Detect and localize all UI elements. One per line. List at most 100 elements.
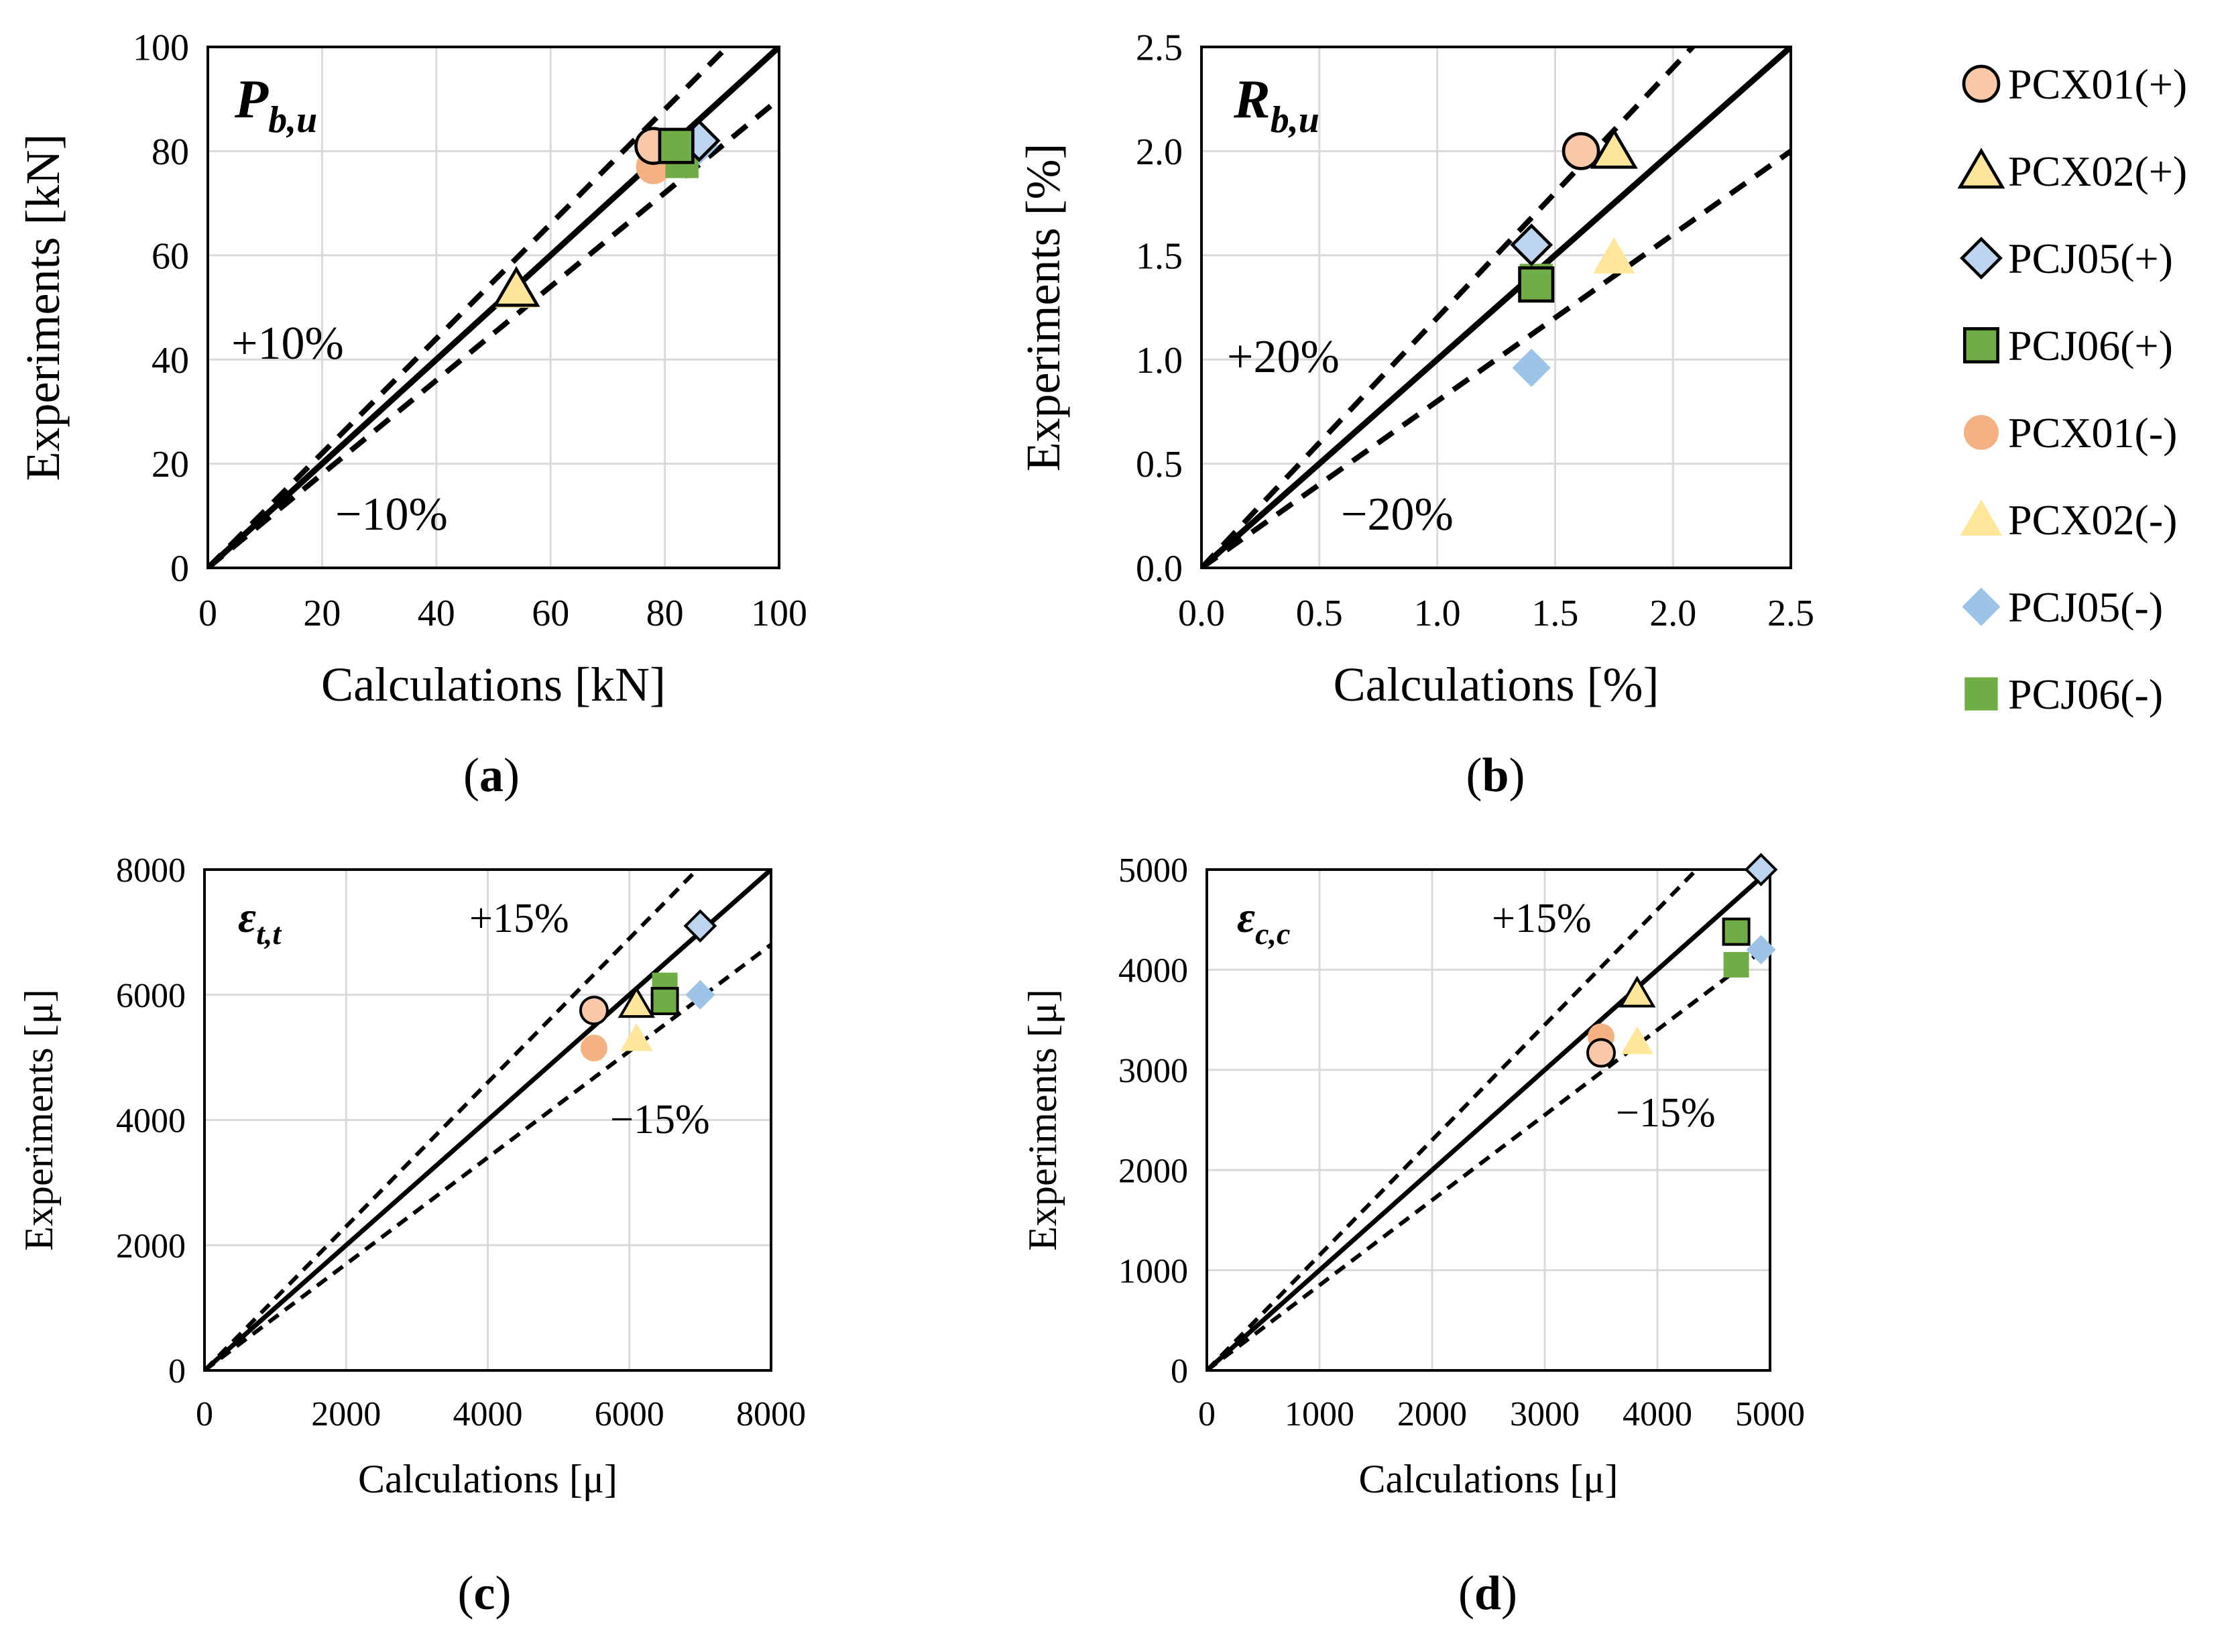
upper-band-label: +15% [469, 896, 569, 941]
upper-band-label: +15% [1492, 896, 1592, 941]
x-tick-label: 2000 [1397, 1395, 1467, 1433]
y-tick-label: 40 [152, 340, 189, 381]
x-tick-label: 6000 [595, 1395, 664, 1433]
y-tick-label: 4000 [1118, 952, 1188, 990]
y-tick-label: 4000 [116, 1102, 186, 1140]
legend-marker-5 [1964, 415, 1999, 450]
lower-band-label: −15% [1616, 1090, 1716, 1136]
y-axis-label: Experiments [kN] [16, 134, 70, 481]
legend-marker-2 [1957, 148, 2005, 189]
legend-marker-6 [1960, 499, 2003, 536]
panel-caption: (c) [458, 1566, 512, 1620]
data-point-pcj05neg [685, 980, 715, 1010]
reference-lines [1207, 870, 1770, 1370]
y-tick-label: 2.0 [1136, 131, 1183, 173]
line-one-to-one [1201, 47, 1791, 568]
upper-band-label: +10% [231, 318, 344, 369]
legend: PCX01(+) PCX02(+) PCJ05(+) PCJ06(+) PCX01(-)… [1957, 60, 2187, 718]
x-tick-label: 20 [303, 593, 341, 634]
lower-band-label: −10% [335, 489, 448, 540]
panel-title: Rb,u [1233, 68, 1319, 141]
x-tick-label: 0 [198, 593, 217, 634]
x-tick-label: 80 [646, 593, 684, 634]
y-tick-label: 80 [152, 131, 189, 173]
lower-band-label: −15% [610, 1097, 710, 1142]
x-tick-label: 1.0 [1414, 593, 1461, 634]
data-point-pcx02pos [1619, 976, 1656, 1008]
x-tick-label: 4000 [453, 1395, 523, 1433]
y-tick-label: 2000 [116, 1227, 186, 1265]
data-point-pcj05pos [1744, 853, 1778, 886]
x-tick-label: 2.0 [1649, 593, 1696, 634]
line-lower-bound [204, 943, 771, 1370]
y-axis-label: Experiments [μ] [17, 989, 61, 1250]
line-upper-bound [1201, 47, 1696, 568]
upper-band-label: +20% [1227, 331, 1340, 383]
data-point-pcx02neg [620, 1023, 653, 1051]
data-point-pcx01pos [579, 996, 609, 1026]
data-point-pcj05neg [1512, 349, 1551, 388]
reference-lines [208, 47, 779, 568]
panel-title: εc,c [1237, 893, 1290, 951]
x-axis-label: Calculations [μ] [358, 1457, 618, 1501]
panel-title: εt,t [238, 893, 282, 951]
data-point-pcj06neg [1723, 951, 1749, 978]
legend-label: PCJ06(+) [2008, 322, 2173, 369]
legend-marker-7 [1962, 587, 2001, 626]
y-tick-label: 1.0 [1136, 340, 1183, 381]
line-one-to-one [204, 870, 771, 1370]
y-tick-label: 100 [133, 27, 189, 69]
line-lower-bound [1207, 943, 1770, 1370]
y-tick-label: 0 [168, 1352, 186, 1391]
data-point-pcx02pos [492, 266, 540, 307]
y-tick-label: 0 [1171, 1352, 1188, 1391]
lower-band-label: −20% [1341, 489, 1454, 540]
legend-label: PCJ05(-) [2008, 583, 2163, 631]
reference-lines [204, 870, 771, 1370]
panel-title: Pb,u [234, 68, 317, 141]
data-point-pcx02neg [1621, 1026, 1653, 1055]
panel-c: 00 2000 2000 4000 4000 6000 6000 8000 8000 Calcul… [17, 851, 806, 1620]
x-tick-label: 0 [1198, 1395, 1216, 1433]
x-tick-label: 1.5 [1531, 593, 1578, 634]
y-tick-label: 3000 [1118, 1052, 1188, 1090]
y-tick-label: 8000 [116, 851, 186, 890]
line-upper-bound [1207, 870, 1700, 1370]
plot-frame [1206, 868, 1771, 1372]
panel-caption: (b) [1466, 748, 1525, 802]
data-point-pcx02pos [618, 986, 655, 1018]
legend-label: PCJ06(-) [2008, 670, 2163, 718]
panel-b: 0.00.0 0.5 0.5 1.0 1.0 1.5 1.5 2.0 2.0 2.5 2.5 Calc… [1016, 27, 1814, 802]
legend-label: PCX01(-) [2008, 409, 2177, 457]
panel-caption: (a) [463, 748, 520, 802]
data-point-pcj05neg [1746, 935, 1776, 965]
panel-a: 00 20 20 40 40 60 60 80 80 100 100 Calculations [kN… [16, 27, 807, 802]
y-tick-label: 5000 [1118, 851, 1188, 890]
x-tick-label: 4000 [1623, 1395, 1692, 1433]
x-tick-label: 40 [418, 593, 455, 634]
x-tick-label: 3000 [1510, 1395, 1580, 1433]
data-point-pcj06pos [1518, 266, 1555, 303]
panel-d: 00 1000 1000 2000 2000 3000 3000 4000 4000 5000 50… [1020, 851, 1805, 1620]
data-point-pcx01pos [1586, 1038, 1616, 1068]
legend-marker-8 [1964, 677, 1998, 711]
x-axis-label: Calculations [%] [1334, 658, 1659, 711]
data-point-pcx01pos [1562, 132, 1600, 170]
data-point-pcx02pos [1590, 127, 1638, 169]
y-tick-label: 20 [152, 444, 189, 485]
panel-caption: (d) [1458, 1566, 1517, 1620]
legend-label: PCJ05(+) [2008, 235, 2173, 282]
x-tick-label: 2000 [311, 1395, 381, 1433]
line-lower-bound [1201, 149, 1791, 568]
x-axis-label: Calculations [kN] [321, 658, 666, 711]
data-point-pcx01neg [580, 1035, 607, 1062]
legend-marker-1 [1962, 64, 2001, 103]
line-upper-bound [204, 870, 700, 1370]
data-point-pcx02neg [1592, 237, 1635, 274]
data-point-pcj06pos [658, 127, 695, 164]
y-tick-label: 0 [170, 548, 189, 590]
legend-label: PCX02(+) [2008, 148, 2187, 195]
y-axis-label: Experiments [μ] [1020, 989, 1065, 1250]
y-tick-label: 60 [152, 235, 189, 277]
